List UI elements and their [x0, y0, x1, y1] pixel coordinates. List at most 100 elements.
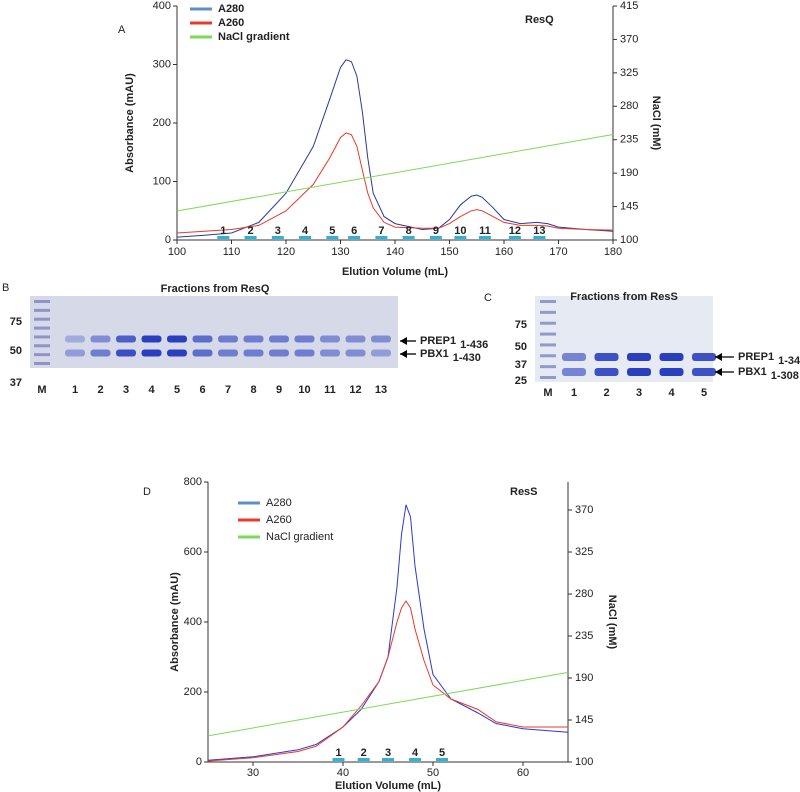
protein-band [627, 353, 651, 361]
gel-image [30, 296, 398, 368]
series-line [207, 600, 568, 762]
y2-tick-label: 100 [620, 234, 638, 246]
marker-band [540, 332, 556, 336]
fraction-marker [217, 236, 230, 239]
band-name: PREP1 [420, 335, 456, 347]
fraction-label: 4 [412, 747, 419, 759]
protein-band [345, 335, 366, 343]
series-line [176, 59, 614, 238]
y-tick-label: 300 [153, 58, 171, 70]
protein-band [167, 349, 187, 357]
fraction-marker [271, 236, 284, 239]
fraction-marker [382, 758, 394, 761]
lane-label: M [37, 384, 46, 396]
protein-band [371, 349, 391, 357]
fraction-marker [357, 758, 370, 761]
marker-band [540, 376, 556, 379]
fraction-marker [454, 236, 467, 239]
fraction-label: 2 [361, 747, 367, 759]
lane-label: 5 [701, 387, 707, 399]
protein-band [192, 349, 213, 357]
x-tick-label: 150 [440, 246, 458, 258]
band-range: 1-430 [453, 352, 481, 364]
panel-letter: C [484, 292, 492, 304]
protein-band [345, 349, 366, 357]
protein-band [243, 335, 264, 343]
legend-label: A280 [218, 3, 244, 15]
marker-band [34, 335, 50, 339]
fraction-marker [375, 236, 388, 239]
fraction-label: 10 [454, 225, 466, 237]
fraction-label: 3 [385, 747, 391, 759]
protein-band [116, 349, 136, 357]
y2-tick-label: 280 [575, 588, 593, 600]
lane-label: 4 [668, 387, 675, 399]
y2-tick-label: 100 [575, 756, 593, 768]
fraction-label: 5 [439, 747, 445, 759]
legend-label: A280 [266, 497, 292, 509]
y2-tick-label: 325 [620, 67, 638, 79]
fraction-label: 8 [406, 225, 412, 237]
arrow-head [400, 337, 407, 345]
x-tick-label: 140 [386, 246, 404, 258]
protein-band [371, 335, 391, 343]
protein-band [294, 335, 315, 343]
lane-label: 12 [349, 384, 361, 396]
x-tick-label: 130 [331, 246, 349, 258]
arrow-head [715, 353, 722, 361]
y2-tick-label: 280 [620, 100, 638, 112]
y-axis-title: Absorbance (mAU) [169, 572, 181, 672]
fraction-marker [409, 758, 421, 761]
protein-band [269, 335, 289, 343]
protein-band [192, 335, 213, 343]
fraction-marker [326, 236, 339, 239]
protein-band [594, 368, 619, 376]
x-tick-label: 30 [247, 767, 259, 779]
protein-band [320, 349, 340, 357]
x-axis-title: Elution Volume (mL) [342, 266, 448, 278]
x-axis-title: Elution Volume (mL) [335, 780, 441, 792]
x-tick-label: 170 [549, 246, 567, 258]
marker-label: 37 [515, 359, 527, 371]
series-line [207, 504, 569, 761]
x-tick-label: 40 [337, 767, 349, 779]
fraction-label: 4 [302, 225, 309, 237]
lane-label: 2 [97, 384, 103, 396]
fraction-marker [508, 236, 521, 239]
fraction-marker [429, 236, 442, 239]
marker-band [540, 343, 556, 347]
y2-tick-label: 235 [620, 134, 638, 146]
fraction-label: 12 [509, 225, 521, 237]
marker-band [34, 344, 50, 348]
x-tick-label: 60 [517, 767, 529, 779]
marker-band [540, 310, 556, 314]
legend-label: A260 [218, 17, 244, 29]
fraction-marker [299, 236, 312, 239]
protein-band [141, 335, 162, 343]
protein-band [659, 368, 684, 376]
fraction-marker [402, 236, 415, 239]
marker-band [34, 317, 50, 321]
lane-label: 4 [148, 384, 155, 396]
y-tick-label: 200 [153, 117, 171, 129]
marker-band [34, 326, 50, 330]
panel-letter: B [2, 282, 9, 294]
fraction-marker [332, 758, 345, 761]
y2-tick-label: 235 [575, 630, 593, 642]
y2-tick-label: 145 [620, 200, 638, 212]
protein-band [594, 353, 619, 361]
y-tick-label: 0 [196, 756, 202, 768]
series-line [176, 132, 614, 234]
protein-band [218, 335, 238, 343]
lane-label: 5 [174, 384, 180, 396]
protein-band [692, 353, 716, 361]
protein-band [141, 349, 162, 357]
fraction-marker [348, 236, 361, 239]
protein-band [269, 349, 289, 357]
protein-band [320, 335, 340, 343]
marker-label: 37 [10, 377, 22, 389]
y-tick-label: 400 [184, 616, 202, 628]
marker-label: 25 [515, 375, 527, 387]
x-tick-label: 110 [223, 246, 241, 258]
fraction-label: 7 [378, 225, 384, 237]
